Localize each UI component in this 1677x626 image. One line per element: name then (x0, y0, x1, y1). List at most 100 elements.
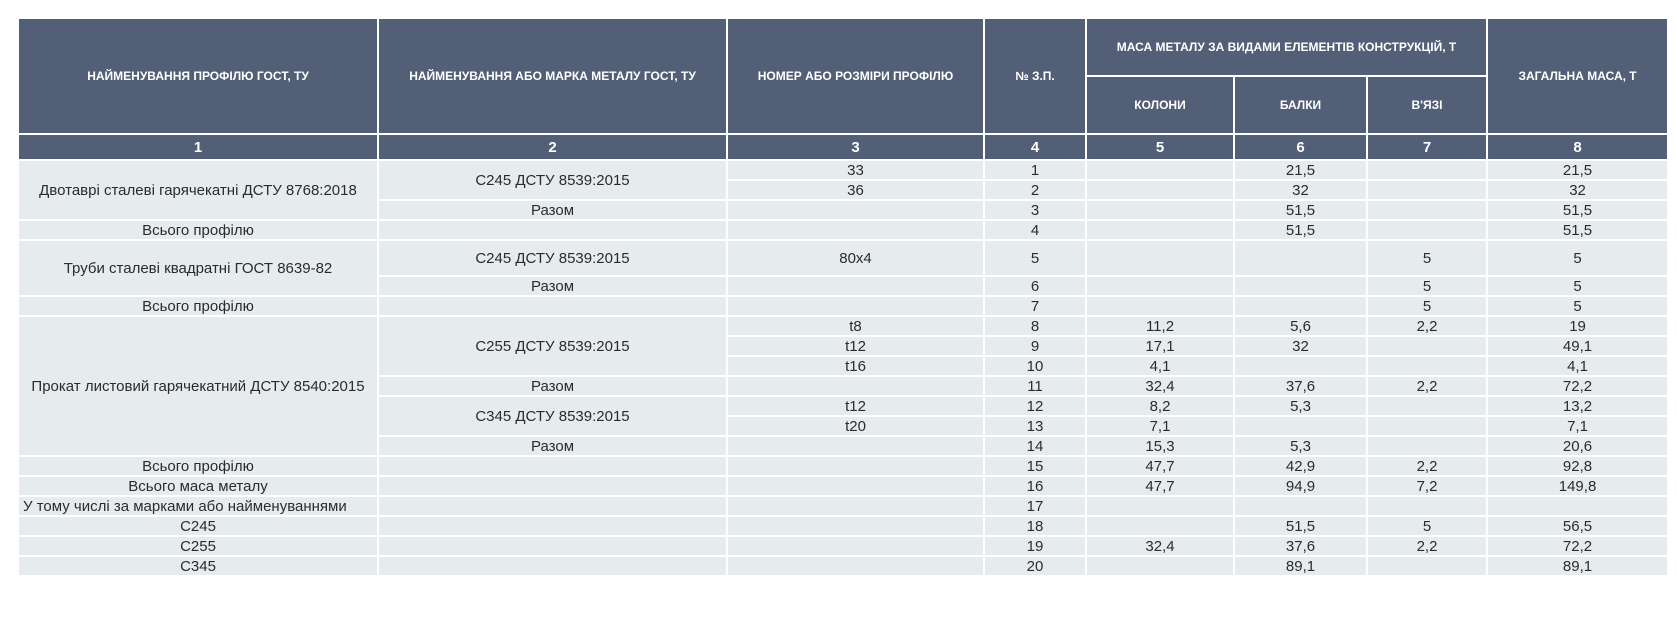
columns-mass-cell: 47,7 (1085, 455, 1235, 477)
table-row: У тому числі за марками або найменування… (17, 495, 1670, 517)
columns-mass-cell (1085, 219, 1235, 241)
profile-size-cell: 36 (726, 179, 985, 201)
beams-mass-cell (1233, 295, 1368, 317)
metal-grade-cell (377, 219, 728, 241)
metal-grade-cell (377, 535, 728, 557)
table-row: Разом 11 32,4 37,6 2,2 72,2 (18, 375, 1670, 397)
metal-grade-cell: Разом (377, 275, 728, 297)
columns-mass-cell: 15,3 (1085, 435, 1235, 457)
profile-size-cell (726, 295, 985, 317)
total-mass-cell: 149,8 (1486, 475, 1670, 497)
total-mass-cell: 19 (1486, 315, 1670, 337)
total-mass-cell: 92,8 (1486, 455, 1670, 477)
columns-mass-cell (1085, 159, 1235, 181)
row-number-cell: 3 (983, 199, 1087, 221)
column-number: 7 (1365, 133, 1489, 161)
profile-size-cell (726, 555, 985, 577)
metal-grade-cell: Разом (377, 199, 728, 221)
row-number-cell: 16 (983, 475, 1087, 497)
header-total-mass: ЗАГАЛЬНА МАСА, Т (1486, 17, 1670, 135)
column-number: 6 (1233, 133, 1368, 161)
braces-mass-cell: 5 (1365, 295, 1489, 317)
profile-name-cell: Всього профілю (17, 295, 379, 317)
braces-mass-cell (1365, 159, 1489, 181)
profile-size-cell (726, 219, 985, 241)
header-mass-group: МАСА МЕТАЛУ ЗА ВИДАМИ ЕЛЕМЕНТІВ КОНСТРУК… (1084, 17, 1489, 77)
profile-size-cell (726, 199, 985, 221)
columns-mass-cell (1085, 295, 1235, 317)
header-profile-size: НОМЕР АБО РОЗМІРИ ПРОФІЛЮ (726, 17, 985, 135)
braces-mass-cell (1365, 435, 1489, 457)
columns-mass-cell: 8,2 (1085, 395, 1235, 417)
beams-mass-cell: 51,5 (1233, 199, 1368, 221)
row-number-cell: 2 (983, 179, 1087, 201)
row-number-cell: 13 (983, 415, 1087, 437)
row-number-cell: 10 (983, 355, 1087, 377)
total-mass-cell: 20,6 (1486, 435, 1670, 457)
row-number-cell: 1 (983, 159, 1087, 181)
total-mass-cell: 51,5 (1486, 199, 1670, 221)
row-number-cell: 12 (983, 395, 1087, 417)
columns-mass-cell (1085, 199, 1235, 221)
profile-size-cell: t12 (726, 395, 985, 417)
braces-mass-cell: 2,2 (1365, 375, 1489, 397)
header-columns: КОЛОНИ (1085, 75, 1235, 135)
beams-mass-cell: 5,6 (1233, 315, 1368, 337)
column-number: 3 (726, 133, 985, 161)
metal-grade-cell (377, 515, 728, 537)
table-row: С345 20 89,1 89,1 (17, 555, 1670, 577)
header-beams: БАЛКИ (1233, 75, 1368, 135)
row-number-cell: 8 (983, 315, 1087, 337)
braces-mass-cell: 2,2 (1365, 535, 1489, 557)
columns-mass-cell (1085, 495, 1235, 517)
braces-mass-cell (1365, 415, 1489, 437)
total-mass-cell: 51,5 (1486, 219, 1670, 241)
metal-grade-cell (377, 455, 728, 477)
braces-mass-cell: 2,2 (1365, 315, 1489, 337)
row-number-cell: 18 (983, 515, 1087, 537)
beams-mass-cell: 32 (1233, 179, 1368, 201)
row-number-cell: 19 (983, 535, 1087, 557)
table-row: Всього маса металу 16 47,7 94,9 7,2 149,… (17, 475, 1670, 497)
total-mass-cell: 32 (1486, 179, 1670, 201)
braces-mass-cell (1365, 335, 1489, 357)
profile-size-cell (726, 515, 985, 537)
table-row: Прокат листовий гарячекатний ДСТУ 8540:2… (17, 315, 1670, 457)
table-row: t12 9 17,1 32 49,1 (18, 335, 1670, 357)
columns-mass-cell (1085, 555, 1235, 577)
metal-mass-table: НАЙМЕНУВАННЯ ПРОФІЛЮ ГОСТ, ТУ НАЙМЕНУВАН… (17, 17, 1670, 577)
table-row: Разом 3 51,5 51,5 (18, 199, 1670, 221)
profile-size-cell (726, 495, 985, 517)
columns-mass-cell: 11,2 (1085, 315, 1235, 337)
table-row: Всього профілю 4 51,5 51,5 (17, 219, 1670, 241)
metal-grade-cell: С245 ДСТУ 8539:2015 (377, 159, 728, 201)
columns-mass-cell (1085, 275, 1235, 297)
table-row: Разом 14 15,3 5,3 20,6 (18, 435, 1670, 457)
metal-mass-table-container: НАЙМЕНУВАННЯ ПРОФІЛЮ ГОСТ, ТУ НАЙМЕНУВАН… (17, 17, 1670, 577)
columns-mass-cell (1085, 239, 1235, 277)
beams-mass-cell: 51,5 (1233, 515, 1368, 537)
table-row: Труби сталеві квадратні ГОСТ 8639-82 С24… (17, 239, 1670, 297)
profile-name-cell: Труби сталеві квадратні ГОСТ 8639-82 (17, 239, 379, 297)
row-number-cell: 7 (983, 295, 1087, 317)
profile-name-cell: С345 (17, 555, 379, 577)
header-column-numbers: 1 2 3 4 5 6 7 8 (17, 133, 1670, 161)
header-metal-grade: НАЙМЕНУВАННЯ АБО МАРКА МЕТАЛУ ГОСТ, ТУ (377, 17, 728, 135)
columns-mass-cell: 4,1 (1085, 355, 1235, 377)
profile-name-cell: С255 (17, 535, 379, 557)
profile-size-cell (726, 275, 985, 297)
table-row: С245 18 51,5 5 56,5 (17, 515, 1670, 537)
beams-mass-cell: 51,5 (1233, 219, 1368, 241)
braces-mass-cell: 5 (1365, 515, 1489, 537)
total-mass-cell: 5 (1486, 295, 1670, 317)
beams-mass-cell (1233, 355, 1368, 377)
column-number: 8 (1486, 133, 1670, 161)
row-number-cell: 9 (983, 335, 1087, 357)
table-row: Разом 6 5 5 (18, 275, 1670, 297)
column-number: 5 (1085, 133, 1235, 161)
header-profile-name: НАЙМЕНУВАННЯ ПРОФІЛЮ ГОСТ, ТУ (17, 17, 379, 135)
metal-grade-cell (377, 555, 728, 577)
metal-grade-cell: Разом (377, 375, 728, 397)
profile-size-cell (726, 535, 985, 557)
profile-size-cell (726, 435, 985, 457)
